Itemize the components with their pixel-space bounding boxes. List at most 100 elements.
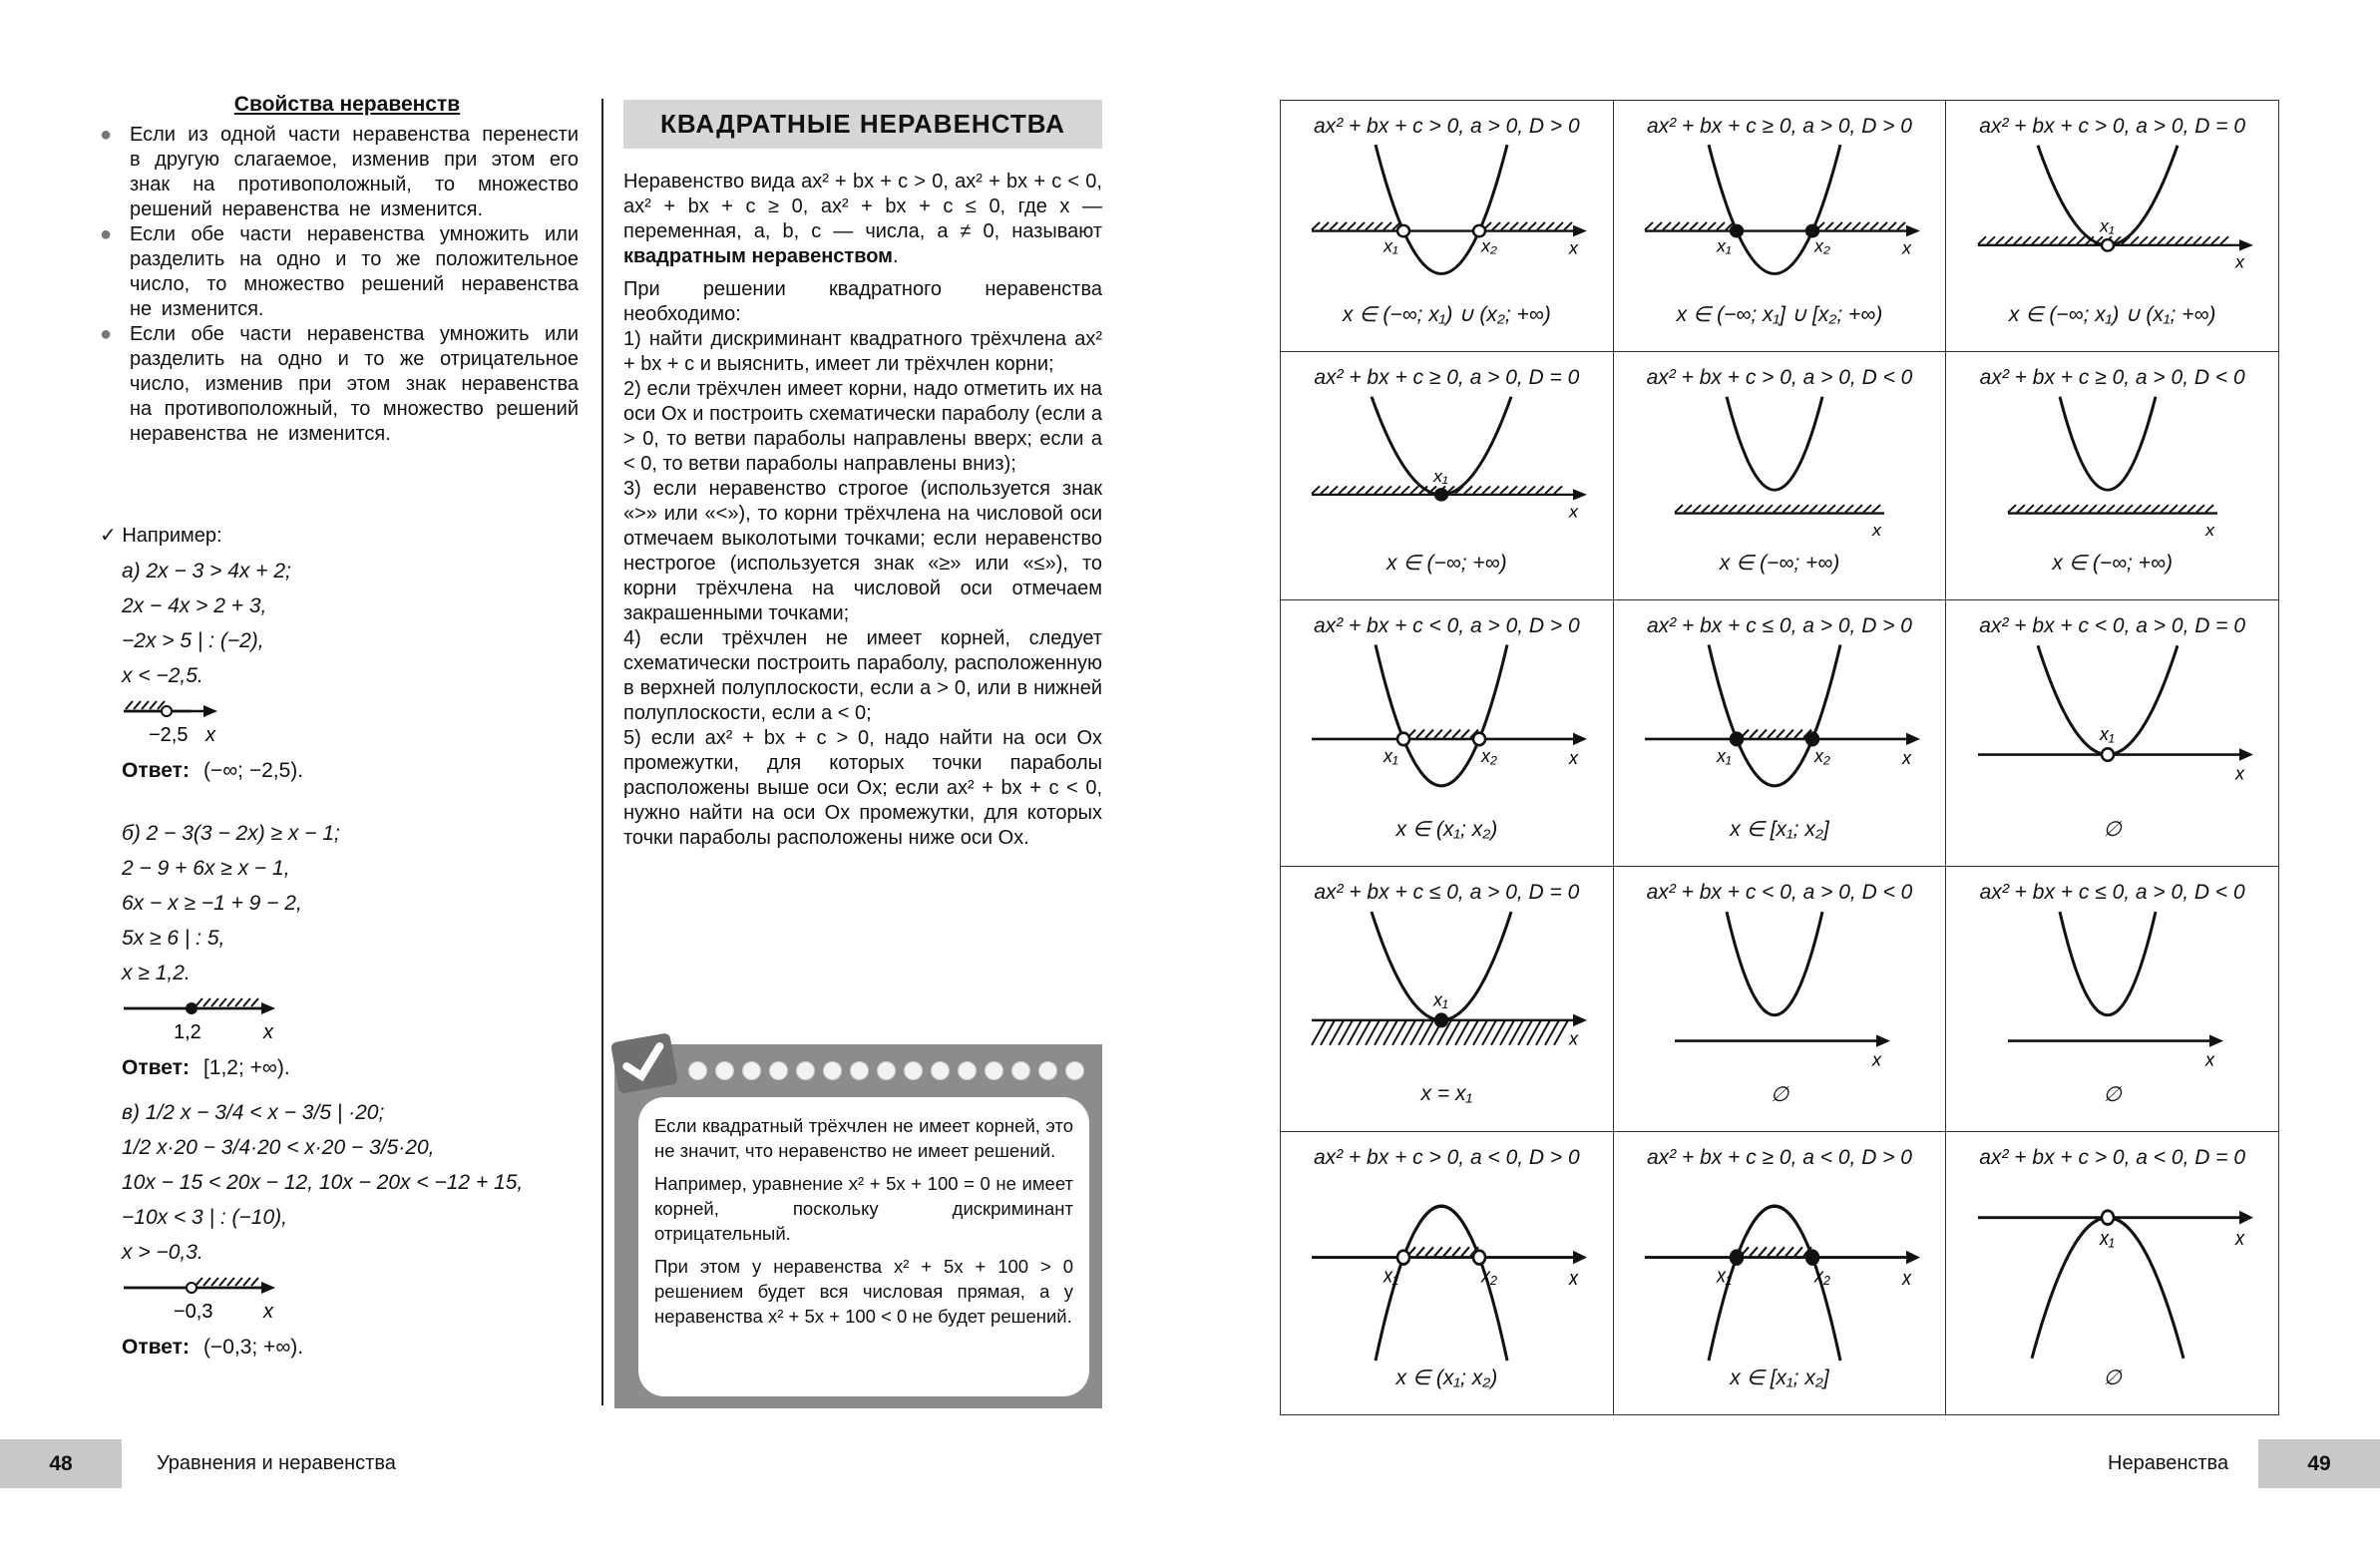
hatch-mark: [1776, 728, 1785, 739]
hatch-mark: [218, 997, 227, 1007]
solution-line: а) 2x − 3 > 4x + 2;: [122, 560, 291, 583]
root-label: x₁: [1383, 1266, 1398, 1288]
axis-label: x: [2234, 1228, 2245, 1250]
hatch-mark: [1871, 504, 1881, 514]
hatch-mark: [1526, 1019, 1543, 1046]
inequality-case-cell: ax² + bx + c > 0, a > 0, D > 0 x x₁ x₂ x ∈ (…: [1280, 100, 1614, 352]
axis-label: x: [2204, 1048, 2215, 1069]
case-formula: ax² + bx + c > 0, a > 0, D = 0: [1979, 115, 2246, 138]
hatch-mark: [242, 1277, 251, 1287]
hatch-mark: [1454, 1019, 1471, 1046]
hatch-mark: [2078, 504, 2089, 514]
hatch-mark: [210, 997, 219, 1007]
solution-line: б) 2 − 3(3 − 2x) ≥ x − 1;: [122, 822, 340, 845]
hatch-mark: [1545, 221, 1556, 231]
case-answer: x ∈ (−∞; x₁] ∪ [x₂; +∞): [1676, 303, 1883, 326]
properties-title: Свойства неравенств: [233, 93, 461, 116]
hatch-mark: [1680, 221, 1690, 231]
parabola-graph: x x₁: [1977, 1209, 2253, 1360]
hatch-mark: [1433, 1246, 1444, 1258]
root-point: [2100, 1209, 2115, 1226]
hatch-mark: [2042, 504, 2053, 514]
hatch-mark: [1451, 728, 1462, 739]
hatch-mark: [1755, 504, 1765, 514]
hatch-mark: [1785, 728, 1794, 739]
properties-list: ● Если из одной части неравенства перенес…: [96, 123, 579, 447]
tip-content: Если квадратный трёхчлен не имеет корней…: [638, 1097, 1089, 1396]
root-point: [1472, 223, 1487, 238]
case-formula: ax² + bx + c < 0, a > 0, D < 0: [1646, 881, 1913, 904]
number-line: −2,5 x: [124, 700, 217, 746]
axis-label: x: [1568, 747, 1579, 768]
hatch-mark: [1862, 504, 1872, 514]
solution-line: 6x − x ≥ −1 + 9 − 2,: [122, 892, 302, 915]
hatch-mark: [1869, 221, 1879, 231]
parabola-graph: x: [1674, 911, 1890, 1070]
root-label: x₂: [1480, 236, 1497, 256]
case-formula: ax² + bx + c ≤ 0, a > 0, D > 0: [1646, 614, 1912, 637]
arrow-icon: [261, 1282, 275, 1294]
root-label: x₁: [1432, 466, 1448, 485]
parabola-graph: x x₁ x₂: [1312, 644, 1588, 788]
root-label: x₁: [1383, 236, 1398, 256]
running-title-right: Неравенства: [2108, 1452, 2229, 1474]
hatch-mark: [2021, 235, 2032, 245]
step-5: 5) если ax² + bx + c > 0, надо найти на …: [623, 727, 1102, 849]
table-row: ax² + bx + c ≥ 0, a > 0, D = 0 x x₁ x ∈ (−∞…: [1280, 351, 2279, 600]
case-answer: ∅: [2103, 1366, 2122, 1389]
hatch-mark: [1320, 1019, 1337, 1046]
hatch-mark: [1793, 1246, 1803, 1258]
hatch-mark: [234, 1277, 243, 1287]
hatch-mark: [1409, 485, 1420, 495]
inequality-case-cell: ax² + bx + c < 0, a > 0, D = 0 x x₁ ∅: [1945, 599, 2279, 867]
hatch-mark: [1442, 728, 1453, 739]
case-formula: ax² + bx + c > 0, a < 0, D > 0: [1313, 1146, 1580, 1169]
root-point: [1396, 731, 1411, 747]
hatch-mark: [1445, 1019, 1462, 1046]
checkmark-icon: ✓: [100, 525, 117, 547]
hatch-mark: [1985, 235, 1996, 245]
axis-label: x: [2234, 252, 2245, 272]
hatch-mark: [1418, 1019, 1435, 1046]
hatch-mark: [125, 700, 134, 710]
hatch-mark: [2057, 235, 2068, 245]
hatch-mark: [1707, 221, 1717, 231]
solution-line: 2 − 9 + 6x ≥ x − 1,: [122, 857, 290, 880]
inequality-case-cell: ax² + bx + c > 0, a < 0, D = 0 x x₁ ∅: [1945, 1131, 2279, 1415]
hatch-mark: [1764, 504, 1774, 514]
inequality-case-cell: ax² + bx + c > 0, a < 0, D > 0 x x₁ x₂ x ∈ (…: [1280, 1131, 1614, 1415]
hatch-mark: [2003, 235, 2014, 245]
hatch-mark: [1391, 485, 1402, 495]
root-point: [2100, 746, 2115, 763]
hatch-mark: [2185, 504, 2196, 514]
hatch-mark: [2182, 235, 2193, 245]
hatch-mark: [2203, 504, 2214, 514]
hatch-mark: [2087, 504, 2098, 514]
hatch-mark: [2159, 504, 2170, 514]
property-text: Если из одной части неравенства перенест…: [130, 124, 579, 220]
table-row: ax² + bx + c > 0, a > 0, D > 0 x x₁ x₂ x ∈ (…: [1280, 100, 2279, 352]
parabola-curve: [1374, 144, 1509, 275]
parabola-graph: x x₁ x₂: [1644, 644, 1920, 788]
hatch-mark: [1374, 221, 1385, 231]
arrow-icon: [1573, 732, 1588, 746]
property-text: Если обе части неравенства умножить или …: [130, 223, 579, 320]
hatch-mark: [1683, 504, 1693, 514]
hatch-mark: [2156, 235, 2167, 245]
number-line: 1,2 x: [124, 997, 275, 1043]
hatch-mark: [1544, 485, 1555, 495]
hatch-mark: [242, 997, 251, 1007]
hatch-mark: [1544, 1019, 1561, 1046]
point-marker: [186, 1282, 198, 1294]
axis-label: x: [1871, 521, 1882, 540]
hatch-mark: [2096, 504, 2107, 514]
answer-value: (−∞; −2,5).: [202, 759, 304, 782]
hatch-mark: [1320, 221, 1331, 231]
point-label: −0,3: [174, 1301, 212, 1323]
answer-value: (−0,3; +∞).: [202, 1336, 304, 1359]
case-formula: ax² + bx + c ≥ 0, a > 0, D > 0: [1646, 115, 1912, 138]
inequality-case-cell: ax² + bx + c ≥ 0, a > 0, D = 0 x x₁ x ∈ (−∞…: [1280, 351, 1614, 600]
case-formula: ax² + bx + c > 0, a > 0, D < 0: [1646, 366, 1913, 389]
hatch-mark: [1527, 221, 1538, 231]
arrow-icon: [1573, 489, 1588, 501]
